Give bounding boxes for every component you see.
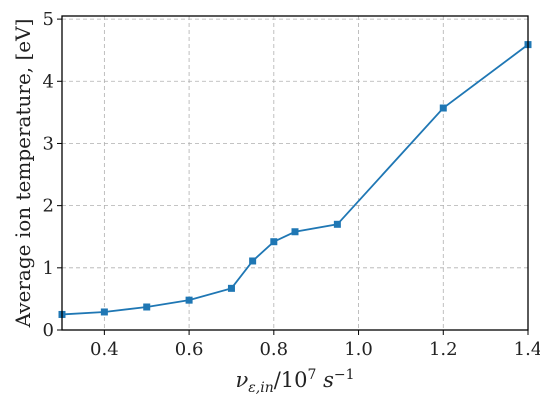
data-point [270, 238, 278, 246]
x-tick-label: 1.2 [429, 339, 458, 360]
plot-background [62, 16, 528, 330]
y-tick-label: 3 [43, 133, 54, 154]
data-point [333, 220, 341, 228]
data-point [185, 296, 193, 304]
y-tick-label: 5 [43, 9, 54, 30]
y-tick-label: 4 [43, 71, 54, 92]
data-point [100, 308, 108, 316]
data-point [291, 228, 299, 236]
x-tick-label: 1.4 [514, 339, 540, 360]
plot-frame [61, 15, 529, 331]
data-point [143, 303, 151, 311]
x-tick-label: 1.0 [344, 339, 373, 360]
data-point [227, 284, 235, 292]
x-tick-label: 0.6 [175, 339, 204, 360]
ticks [57, 18, 529, 335]
data-point [439, 104, 447, 112]
y-axis-title: Average ion temperature, [eV] [11, 19, 35, 329]
tick-labels: 0.4 0.6 0.8 1.0 1.2 1.4 0 1 2 3 4 5 [43, 9, 540, 360]
y-tick-label: 0 [43, 320, 54, 341]
data-point [249, 257, 257, 265]
x-tick-label: 0.4 [90, 339, 119, 360]
x-axis-title: νε,in/107 s−1 [235, 367, 354, 396]
x-tick-label: 0.8 [259, 339, 288, 360]
y-tick-label: 1 [43, 258, 54, 279]
y-tick-label: 2 [43, 196, 54, 217]
